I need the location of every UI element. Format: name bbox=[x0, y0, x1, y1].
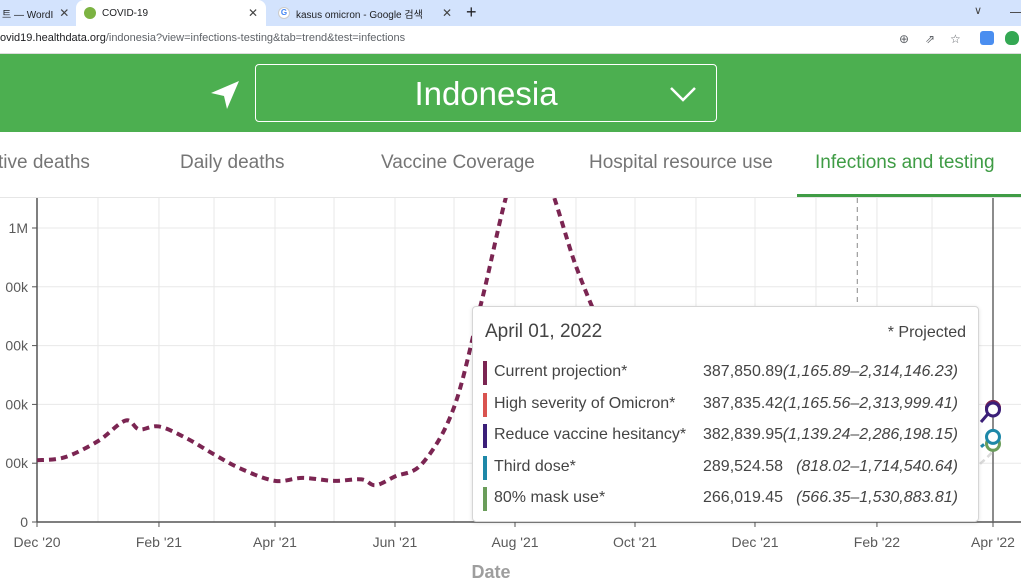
tooltip-series-name: 80% mask use* bbox=[494, 489, 606, 506]
share-icon[interactable]: ⇗ bbox=[925, 32, 936, 46]
marker-reduce-vaccine-hesitancy bbox=[985, 401, 1001, 418]
section-tabs: tive deaths Daily deaths Vaccine Coverag… bbox=[0, 132, 1021, 198]
series-swatch bbox=[483, 455, 487, 480]
tab-label: COVID-19 bbox=[102, 7, 149, 19]
tooltip-series-value: 387,835.42 bbox=[703, 394, 784, 412]
tooltip-series-range: (566.35–1,530,883.81) bbox=[796, 489, 958, 506]
close-icon[interactable]: ✕ bbox=[441, 6, 452, 20]
zoom-icon[interactable]: ⊕ bbox=[899, 32, 910, 46]
x-tick-label: Feb '21 bbox=[136, 534, 182, 550]
close-icon[interactable]: ✕ bbox=[247, 6, 258, 20]
close-icon[interactable]: ✕ bbox=[59, 6, 70, 20]
tooltip-series-name: Third dose* bbox=[494, 457, 576, 475]
tab-label: kasus omicron - Google 검색 bbox=[296, 9, 423, 21]
series-line-current-projection bbox=[37, 198, 606, 488]
x-tick-label: Jun '21 bbox=[373, 534, 418, 550]
y-tick-label: 00k bbox=[5, 338, 29, 354]
browser-tab-strip: 트 — WordI ✕ COVID-19 ✕ G kasus omicron -… bbox=[0, 0, 1021, 26]
tab-search-chevron-icon[interactable]: ∨ bbox=[974, 5, 983, 17]
browser-tab-google-search[interactable]: G kasus omicron - Google 검색 ✕ bbox=[270, 0, 460, 26]
tooltip-series-range: (1,165.89–2,314,146.23) bbox=[782, 363, 958, 380]
tooltip-row: High severity of Omicron* 387,835.42 (1,16… bbox=[483, 391, 970, 417]
x-tick-label: Dec '20 bbox=[13, 534, 60, 550]
url-text[interactable]: ovid19.healthdata.org/indonesia?view=inf… bbox=[0, 32, 405, 44]
browser-tab-covid19[interactable]: COVID-19 ✕ bbox=[76, 0, 266, 26]
tooltip-series-name: Current projection* bbox=[494, 363, 628, 380]
x-tick-label: Dec '21 bbox=[731, 534, 778, 550]
tab-daily-deaths[interactable]: Daily deaths bbox=[180, 152, 285, 173]
tooltip-series-value: 289,524.58 bbox=[703, 457, 784, 475]
tooltip-date: April 01, 2022 bbox=[485, 321, 603, 342]
address-bar[interactable]: ovid19.healthdata.org/indonesia?view=inf… bbox=[0, 26, 1021, 54]
y-tick-label: 00k bbox=[5, 279, 29, 295]
tab-hospital-resource-use[interactable]: Hospital resource use bbox=[589, 152, 773, 173]
tooltip-series-range: (1,139.24–2,286,198.15) bbox=[782, 426, 958, 443]
chart-tooltip: April 01, 2022 * Projected Current proje… bbox=[472, 306, 979, 522]
active-tab-indicator bbox=[797, 194, 1021, 197]
browser-tab-wordpress[interactable]: 트 — WordI ✕ bbox=[0, 0, 74, 26]
series-swatch bbox=[483, 392, 487, 417]
series-swatch bbox=[483, 424, 487, 448]
y-tick-label: 00k bbox=[5, 396, 29, 412]
url-host: ovid19.healthdata.org bbox=[0, 32, 106, 44]
x-tick-label: Feb '22 bbox=[854, 534, 900, 550]
selected-country: Indonesia bbox=[414, 75, 558, 112]
navigation-arrow-icon[interactable] bbox=[208, 78, 242, 112]
shield-extension-icon[interactable] bbox=[1005, 31, 1019, 45]
translate-extension-icon[interactable] bbox=[980, 31, 994, 45]
x-tick-label: Apr '21 bbox=[253, 534, 297, 550]
site-header: Indonesia bbox=[0, 54, 1021, 132]
country-dropdown[interactable]: Indonesia bbox=[255, 64, 717, 122]
y-tick-label: 1M bbox=[9, 220, 28, 236]
tooltip-series-range: (818.02–1,714,540.64) bbox=[796, 457, 958, 475]
tooltip-series-range: (1,165.56–2,313,999.41) bbox=[782, 394, 958, 412]
y-tick-label: 0 bbox=[20, 514, 28, 530]
x-tick-label: Aug '21 bbox=[491, 534, 538, 550]
google-favicon-icon: G bbox=[278, 7, 290, 19]
tooltip-series-name: High severity of Omicron* bbox=[494, 394, 676, 412]
tooltip-series-value: 382,839.95 bbox=[703, 426, 784, 443]
x-axis-title: Date bbox=[471, 562, 510, 580]
tooltip-series-value: 266,019.45 bbox=[703, 489, 784, 506]
tooltip-row: Third dose* 289,524.58 (818.02–1,714,540.6… bbox=[483, 454, 970, 480]
x-tick-label: Apr '22 bbox=[971, 534, 1015, 550]
tab-label: 트 — WordI bbox=[2, 9, 54, 21]
tooltip-series-value: 387,850.89 bbox=[703, 363, 784, 380]
bookmark-star-icon[interactable]: ☆ bbox=[950, 32, 961, 46]
tab-vaccine-coverage[interactable]: Vaccine Coverage bbox=[381, 152, 535, 173]
new-tab-plus-icon[interactable]: + bbox=[466, 2, 477, 22]
marker-third-dose bbox=[985, 428, 1001, 445]
series-swatch bbox=[483, 487, 487, 511]
tooltip-row: 80% mask use* 266,019.45 (566.35–1,530,883… bbox=[483, 485, 970, 511]
minimize-icon[interactable]: — bbox=[1010, 3, 1021, 19]
y-tick-label: 00k bbox=[5, 455, 29, 471]
tooltip-series-name: Reduce vaccine hesitancy* bbox=[494, 426, 687, 443]
tooltip-projected-note: * Projected bbox=[887, 324, 966, 341]
series-swatch bbox=[483, 361, 487, 385]
chevron-down-icon bbox=[670, 87, 696, 102]
tab-infections-testing[interactable]: Infections and testing bbox=[815, 152, 995, 173]
covid-favicon-icon bbox=[84, 7, 96, 19]
tooltip-row: Current projection* 387,850.89 (1,165.89–2… bbox=[483, 359, 970, 385]
tooltip-row: Reduce vaccine hesitancy* 382,839.95 (1,13… bbox=[483, 422, 970, 448]
tab-cumulative-deaths[interactable]: tive deaths bbox=[0, 152, 90, 173]
x-tick-label: Oct '21 bbox=[613, 534, 657, 550]
url-path: /indonesia?view=infections-testing&tab=t… bbox=[105, 32, 406, 44]
